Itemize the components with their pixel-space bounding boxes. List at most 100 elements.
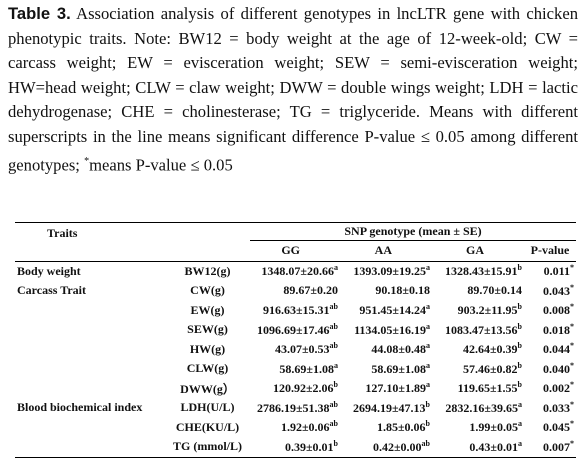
cell-sup: * bbox=[570, 438, 575, 448]
trait: Blood biochemical index bbox=[15, 398, 165, 418]
cell-sup: ab bbox=[329, 419, 338, 429]
cell: 89.70±0.14 bbox=[432, 281, 524, 301]
cell-value: 0.008 bbox=[543, 303, 571, 318]
cell-value: 0.040 bbox=[543, 361, 571, 376]
cell: 1.99±0.05a bbox=[432, 418, 524, 438]
cell: 0.045* bbox=[524, 418, 576, 438]
cell-sup: a bbox=[334, 263, 338, 273]
cell-value: 0.018 bbox=[543, 322, 571, 337]
cell-value: 1134.05±16.19 bbox=[354, 322, 426, 337]
header-group: SNP genotype (mean ± SE) bbox=[250, 222, 577, 241]
cell-value: 1.85±0.06 bbox=[376, 420, 426, 435]
table-row: TG (mmol/L) 0.39±0.01b 0.42±0.00ab 0.43±0.0… bbox=[15, 437, 577, 457]
cell: 0.040* bbox=[524, 359, 576, 379]
cell-sup: b bbox=[517, 302, 522, 312]
table-row: Blood biochemical index LDH(U/L) 2786.19±5… bbox=[15, 398, 576, 418]
cell-value: 2694.19±47.13 bbox=[352, 400, 426, 415]
caption-tail: means P-value ≤ 0.05 bbox=[89, 155, 233, 175]
cell-value: 0.42±0.00 bbox=[372, 439, 422, 454]
cell-value: 0.43±0.01 bbox=[469, 439, 518, 454]
cell: 0.033* bbox=[524, 398, 576, 418]
measure: TG (mmol/L) bbox=[173, 439, 242, 454]
cell: 0.044* bbox=[524, 340, 576, 360]
cell: 0.002* bbox=[524, 379, 576, 399]
table-row: Body weight BW12(g) 1348.07±20.66a 1393.09±… bbox=[15, 261, 576, 281]
measure: BW12(g) bbox=[184, 263, 231, 278]
cell-sup: a bbox=[426, 360, 430, 370]
cell-sup: b bbox=[425, 419, 430, 429]
cell: 44.08±0.48a bbox=[340, 340, 432, 360]
cell-sup: a bbox=[426, 380, 430, 390]
cell-sup: a bbox=[426, 341, 430, 351]
cell-sup: a bbox=[518, 438, 522, 448]
cell-sup: ab bbox=[421, 438, 430, 448]
caption-sup: * bbox=[84, 155, 90, 167]
cell-sup: ab bbox=[329, 321, 338, 331]
table-row: Carcass Trait CW(g) 89.67±0.20 90.18±0.18 89… bbox=[15, 281, 576, 301]
cell: 0.39±0.01b bbox=[250, 437, 340, 457]
measure: SEW(g) bbox=[187, 322, 228, 337]
cell: 58.69±1.08a bbox=[340, 359, 432, 379]
cell-value: 57.46±0.82 bbox=[462, 361, 518, 376]
cell-value: 120.92±2.06 bbox=[272, 381, 334, 396]
cell-sup: a bbox=[334, 360, 338, 370]
table-row: DWW(g） 120.92±2.06b 127.10±1.89a 119.65±1.5… bbox=[15, 379, 576, 399]
cell: 1134.05±16.19a bbox=[340, 320, 432, 340]
column-header: AA bbox=[374, 243, 392, 258]
cell-sup: * bbox=[570, 263, 575, 273]
measure: CW(g) bbox=[190, 283, 225, 298]
cell-sup: ab bbox=[329, 341, 338, 351]
cell: 916.63±15.31ab bbox=[250, 301, 340, 321]
trait-text: Blood biochemical index bbox=[17, 400, 143, 415]
cell-value: 0.044 bbox=[543, 342, 571, 357]
cell: 120.92±2.06b bbox=[250, 379, 340, 399]
column-header: GG bbox=[281, 243, 300, 258]
cell: 1083.47±13.56b bbox=[432, 320, 524, 340]
cell: 58.69±1.08a bbox=[250, 359, 340, 379]
cell-value: 0.033 bbox=[543, 400, 571, 415]
cell: 903.2±11.95b bbox=[432, 301, 524, 321]
cell: 1096.69±17.46ab bbox=[250, 320, 340, 340]
cell-value: 1393.09±19.25 bbox=[353, 264, 426, 279]
cell-value: 1083.47±13.56 bbox=[444, 322, 518, 337]
cell-sup: * bbox=[570, 380, 575, 390]
cell-sup: b bbox=[517, 341, 522, 351]
caption-text: Association analysis of different genoty… bbox=[8, 4, 578, 175]
cell-sup: * bbox=[570, 302, 575, 312]
cell: 1.92±0.06ab bbox=[250, 418, 340, 438]
cell-value: 0.011 bbox=[543, 264, 571, 279]
cell-value: 1096.69±17.46 bbox=[256, 322, 330, 337]
trait bbox=[15, 359, 165, 379]
cell: 1.85±0.06b bbox=[340, 418, 432, 438]
trait-text: Body weight bbox=[17, 263, 81, 278]
cell: 2694.19±47.13b bbox=[340, 398, 432, 418]
cell-value: 0.007 bbox=[543, 439, 571, 454]
measure: EW(g) bbox=[190, 302, 225, 317]
cell-value: 0.045 bbox=[543, 420, 571, 435]
trait bbox=[15, 379, 165, 399]
cell-value: 119.65±1.55 bbox=[457, 381, 518, 396]
trait bbox=[15, 320, 165, 340]
cell-value: 1328.43±15.91 bbox=[444, 264, 518, 279]
caption: Table 3. Association analysis of differe… bbox=[8, 2, 578, 178]
trait: Carcass Trait bbox=[15, 281, 165, 301]
cell-sup: * bbox=[570, 341, 575, 351]
trait-text: Carcass Trait bbox=[17, 283, 86, 298]
cell-sup: b bbox=[517, 360, 522, 370]
measure: LDH(U/L) bbox=[180, 400, 235, 415]
cell: 1393.09±19.25a bbox=[340, 261, 432, 281]
cell-value: 1.99±0.05 bbox=[469, 420, 518, 435]
cell: 2832.16±39.65a bbox=[432, 398, 524, 418]
cell-sup: b bbox=[517, 380, 522, 390]
table: Traits SNP genotype (mean ± SE) GG AA GA P-… bbox=[15, 222, 577, 458]
cell-value: 89.67±0.20 bbox=[283, 283, 338, 298]
cell: 0.007* bbox=[524, 437, 576, 457]
trait bbox=[15, 437, 165, 457]
cell-sup: a bbox=[426, 321, 430, 331]
cell: 0.008* bbox=[524, 301, 576, 321]
cell-value: 127.10±1.89 bbox=[365, 381, 426, 396]
cell: 951.45±14.24a bbox=[340, 301, 432, 321]
table-row: CLW(g) 58.69±1.08a 58.69±1.08a 57.46±0.82b 0… bbox=[15, 359, 576, 379]
cell-value: 951.45±14.24 bbox=[359, 303, 426, 318]
cell-sup: a bbox=[426, 302, 430, 312]
